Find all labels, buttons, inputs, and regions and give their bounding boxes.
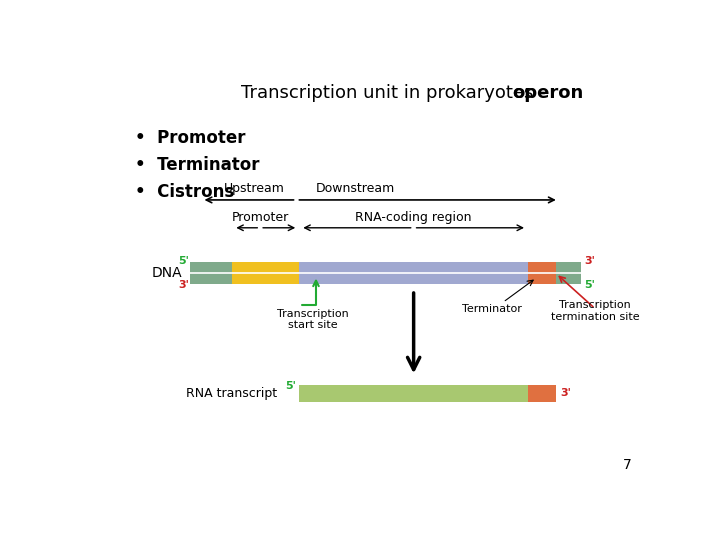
- Text: •  Terminator: • Terminator: [135, 156, 259, 174]
- Bar: [300, 262, 528, 273]
- Bar: [300, 272, 528, 284]
- Bar: [190, 262, 233, 273]
- Text: DNA: DNA: [151, 266, 182, 280]
- Text: 5': 5': [178, 255, 189, 266]
- Text: 5': 5': [286, 381, 297, 391]
- Bar: [556, 272, 581, 284]
- Text: 7: 7: [623, 458, 631, 472]
- Text: 3': 3': [178, 280, 189, 290]
- Bar: [233, 272, 300, 284]
- Bar: [556, 262, 581, 273]
- Text: •  Cistrons: • Cistrons: [135, 183, 234, 201]
- Bar: [233, 262, 300, 273]
- Text: Upstream: Upstream: [224, 182, 285, 195]
- Text: Transcription unit in prokaryotes -: Transcription unit in prokaryotes -: [240, 84, 551, 102]
- Text: 5': 5': [584, 280, 595, 290]
- Text: 3': 3': [560, 388, 571, 399]
- Bar: [528, 384, 556, 402]
- Text: Terminator: Terminator: [462, 305, 522, 314]
- Text: RNA transcript: RNA transcript: [186, 387, 277, 400]
- Text: Transcription
start site: Transcription start site: [277, 309, 349, 330]
- Text: operon: operon: [512, 84, 583, 102]
- Text: Downstream: Downstream: [315, 182, 395, 195]
- Bar: [300, 384, 528, 402]
- Bar: [190, 272, 233, 284]
- Bar: [528, 272, 556, 284]
- Bar: [528, 262, 556, 273]
- Text: 3': 3': [584, 255, 595, 266]
- Text: Transcription
termination site: Transcription termination site: [551, 300, 639, 322]
- Text: •  Promoter: • Promoter: [135, 129, 245, 147]
- Text: RNA-coding region: RNA-coding region: [356, 211, 472, 224]
- Text: Promoter: Promoter: [232, 211, 289, 224]
